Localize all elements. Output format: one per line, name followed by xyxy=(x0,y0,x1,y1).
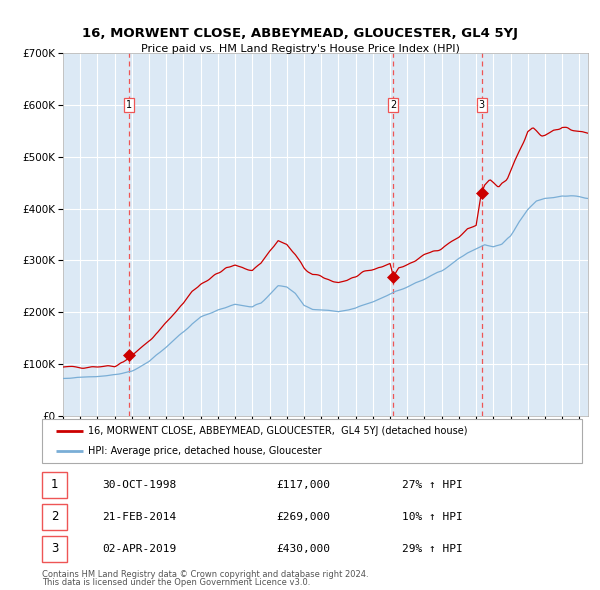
Text: 02-APR-2019: 02-APR-2019 xyxy=(102,544,176,553)
Text: 2: 2 xyxy=(390,100,396,110)
Text: 2: 2 xyxy=(51,510,58,523)
Text: £269,000: £269,000 xyxy=(276,512,330,522)
Text: £430,000: £430,000 xyxy=(276,544,330,553)
Text: 1: 1 xyxy=(126,100,132,110)
FancyBboxPatch shape xyxy=(42,419,582,463)
Text: This data is licensed under the Open Government Licence v3.0.: This data is licensed under the Open Gov… xyxy=(42,578,310,587)
Text: £117,000: £117,000 xyxy=(276,480,330,490)
Text: 10% ↑ HPI: 10% ↑ HPI xyxy=(402,512,463,522)
Text: 27% ↑ HPI: 27% ↑ HPI xyxy=(402,480,463,490)
Text: 30-OCT-1998: 30-OCT-1998 xyxy=(102,480,176,490)
FancyBboxPatch shape xyxy=(42,472,67,498)
Text: 16, MORWENT CLOSE, ABBEYMEAD, GLOUCESTER,  GL4 5YJ (detached house): 16, MORWENT CLOSE, ABBEYMEAD, GLOUCESTER… xyxy=(88,426,467,436)
Text: 16, MORWENT CLOSE, ABBEYMEAD, GLOUCESTER, GL4 5YJ: 16, MORWENT CLOSE, ABBEYMEAD, GLOUCESTER… xyxy=(82,27,518,40)
Text: Contains HM Land Registry data © Crown copyright and database right 2024.: Contains HM Land Registry data © Crown c… xyxy=(42,571,368,579)
FancyBboxPatch shape xyxy=(42,536,67,562)
Text: HPI: Average price, detached house, Gloucester: HPI: Average price, detached house, Glou… xyxy=(88,446,322,456)
Text: Price paid vs. HM Land Registry's House Price Index (HPI): Price paid vs. HM Land Registry's House … xyxy=(140,44,460,54)
Text: 3: 3 xyxy=(479,100,485,110)
Text: 21-FEB-2014: 21-FEB-2014 xyxy=(102,512,176,522)
Text: 3: 3 xyxy=(51,542,58,555)
Text: 29% ↑ HPI: 29% ↑ HPI xyxy=(402,544,463,553)
Text: 1: 1 xyxy=(51,478,58,491)
FancyBboxPatch shape xyxy=(42,504,67,530)
